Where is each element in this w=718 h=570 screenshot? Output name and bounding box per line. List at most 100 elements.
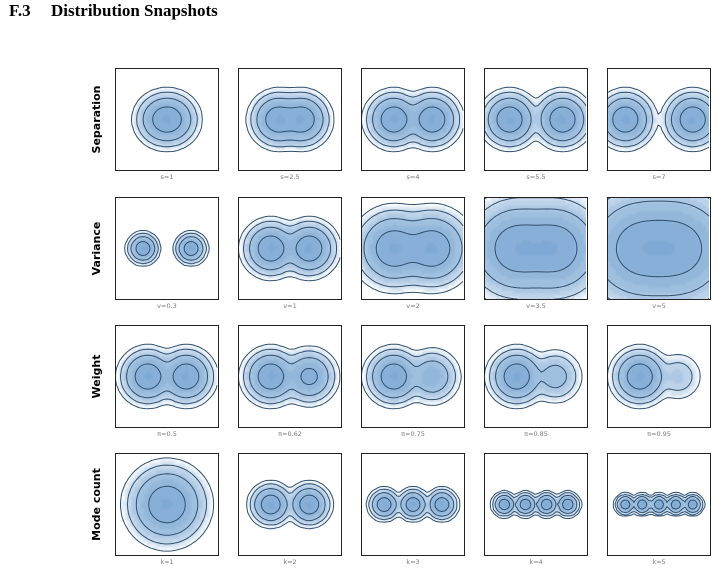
panel-frame [607, 453, 711, 556]
panel-caption: k=4 [529, 558, 542, 566]
contour-line [363, 218, 463, 279]
panel-caption: s=1 [161, 173, 174, 181]
contour-line [256, 97, 324, 142]
panel-caption: π=0.5 [157, 430, 177, 438]
panel-separation-2: s=2.5 [238, 68, 342, 181]
density-fill [115, 453, 217, 555]
panel-mode-count-4: k=4 [484, 453, 588, 566]
contour-line [375, 230, 451, 267]
contour-line [615, 219, 703, 278]
contour-line [135, 473, 199, 536]
contour-line [126, 354, 208, 399]
panel-frame [484, 197, 588, 300]
contour-line [245, 86, 335, 153]
contour-line [131, 86, 203, 153]
contour-line [494, 224, 578, 273]
row-label-mode-count: Mode count [90, 468, 103, 541]
contour-line [257, 235, 323, 262]
contour-line [484, 208, 587, 289]
density-fill [115, 197, 217, 299]
contour-line [238, 343, 341, 410]
contour-line [148, 485, 186, 524]
panel-frame [361, 453, 465, 556]
contour-line [496, 106, 576, 133]
contour-line [127, 464, 207, 545]
panel-caption: v=5 [652, 302, 665, 310]
contour-line [489, 348, 577, 405]
panel-frame [361, 325, 465, 428]
section-heading: F.3 Distribution Snapshots [9, 1, 218, 21]
contour-line [361, 209, 464, 288]
contour-line [503, 363, 530, 390]
panel-frame [484, 453, 588, 556]
panel-frame [115, 68, 219, 171]
density-fill [238, 325, 340, 427]
panel-frame [238, 325, 342, 428]
panel-caption: v=3.5 [526, 302, 546, 310]
contour-line [492, 492, 581, 517]
panel-weight-5: π=0.95 [607, 325, 711, 438]
density-fill [361, 453, 463, 555]
row-label-variance: Variance [90, 222, 103, 276]
panel-caption: s=4 [407, 173, 420, 181]
panel-caption: k=1 [160, 558, 173, 566]
contour-line [257, 363, 318, 390]
contour-line [494, 494, 578, 515]
contour-line [484, 91, 587, 148]
contour-line [498, 498, 574, 511]
contour-line [365, 486, 461, 523]
panel-caption: π=0.75 [401, 430, 425, 438]
contour-line [484, 86, 587, 153]
panel-separation-5: s=7 [607, 68, 711, 181]
panel-variance-1: v=0.3 [115, 197, 219, 310]
contour-line [489, 489, 583, 520]
contour-line [152, 106, 182, 133]
panel-caption: s=7 [653, 173, 666, 181]
contour-line [626, 363, 653, 390]
contour-line [495, 354, 567, 399]
panel-weight-4: π=0.85 [484, 325, 588, 438]
contour-line [120, 348, 214, 405]
contour-line [366, 348, 456, 405]
panel-caption: s=2.5 [280, 173, 299, 181]
contour-line [361, 202, 464, 295]
panel-variance-4: v=3.5 [484, 197, 588, 310]
panel-caption: π=0.85 [524, 430, 548, 438]
contour-line [260, 494, 320, 515]
contour-line [249, 483, 331, 526]
panel-mode-count-5: k=5 [607, 453, 711, 566]
panel-frame [238, 197, 342, 300]
contour-line [618, 354, 663, 399]
contour-line [127, 232, 207, 265]
contour-line [607, 97, 710, 142]
contour-line [124, 230, 210, 267]
panel-weight-2: π=0.62 [238, 325, 342, 438]
contour-line [136, 91, 198, 148]
panel-frame [484, 325, 588, 428]
panel-caption: v=0.3 [157, 302, 177, 310]
panel-caption: π=0.62 [278, 430, 302, 438]
contour-line [372, 354, 449, 399]
panel-separation-4: s=5.5 [484, 68, 588, 181]
panel-variance-5: v=5 [607, 197, 711, 310]
density-fill [238, 197, 340, 299]
section-number: F.3 [9, 1, 31, 20]
contour-line [366, 91, 460, 148]
contour-line [372, 97, 454, 142]
contour-line [368, 488, 458, 521]
row-label-separation: Separation [90, 86, 103, 154]
contour-line [130, 236, 204, 261]
panel-caption: π=0.95 [647, 430, 671, 438]
panel-frame [607, 325, 711, 428]
panel-caption: s=5.5 [526, 173, 545, 181]
panel-frame [115, 325, 219, 428]
density-fill [361, 68, 463, 170]
contour-line [254, 488, 326, 522]
density-fill [484, 68, 586, 170]
density-fill [115, 325, 217, 427]
panel-caption: v=1 [283, 302, 296, 310]
contour-line [612, 491, 706, 517]
contour-line [614, 493, 704, 516]
contour-line [607, 91, 710, 148]
